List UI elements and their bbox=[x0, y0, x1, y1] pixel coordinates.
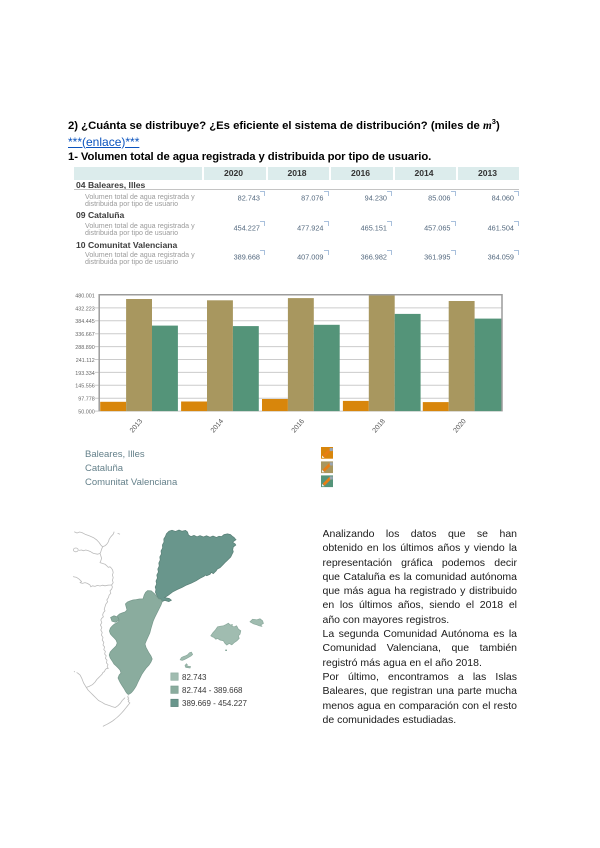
svg-text:241.112: 241.112 bbox=[76, 358, 95, 364]
svg-text:480.001: 480.001 bbox=[75, 293, 95, 299]
svg-text:432.223: 432.223 bbox=[75, 306, 95, 312]
svg-text:2014: 2014 bbox=[210, 418, 225, 435]
svg-text:288.890: 288.890 bbox=[75, 345, 95, 351]
svg-text:97.778: 97.778 bbox=[78, 397, 95, 403]
svg-text:2013: 2013 bbox=[129, 418, 144, 435]
svg-text:50.000: 50.000 bbox=[78, 410, 95, 416]
svg-text:2018: 2018 bbox=[372, 418, 387, 435]
svg-text:193.334: 193.334 bbox=[75, 371, 95, 377]
svg-text:2016: 2016 bbox=[291, 418, 306, 435]
svg-text:2020: 2020 bbox=[452, 418, 467, 435]
svg-text:336.667: 336.667 bbox=[75, 332, 95, 338]
svg-text:384.445: 384.445 bbox=[75, 319, 95, 325]
svg-text:145.556: 145.556 bbox=[75, 384, 95, 390]
